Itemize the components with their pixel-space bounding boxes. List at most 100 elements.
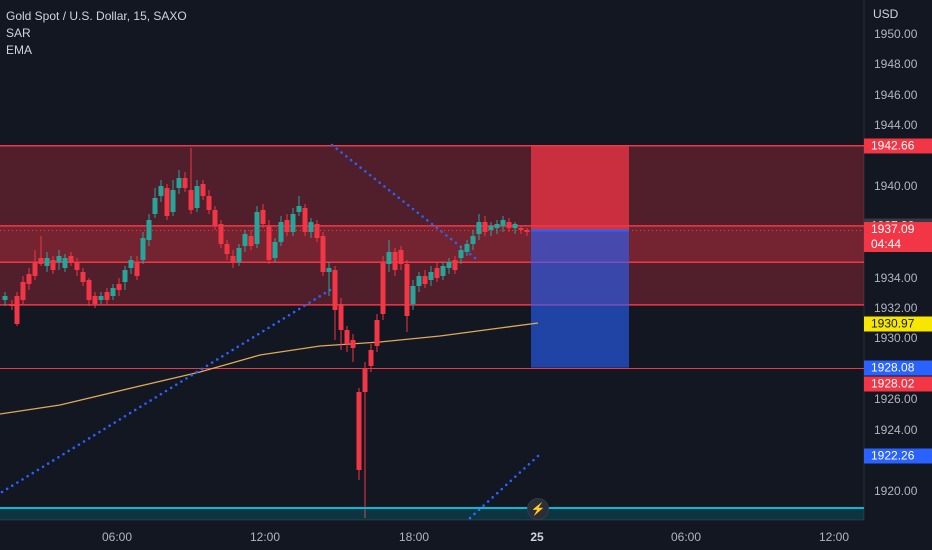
sar-dot [46,462,50,465]
sar-dot [144,402,147,405]
sar-dot [92,433,96,437]
price-axis-label: 1950.00 [874,27,918,41]
candle-body [506,222,512,228]
sar-dot [108,424,111,428]
sar-dot [159,392,163,396]
candle-body [290,214,296,232]
price-tag: 1928.08 [864,360,932,376]
price-axis-label: 1920.00 [874,483,918,498]
candle-body [332,270,338,310]
currency-label[interactable]: USD [873,7,899,21]
sar-dot [416,211,420,215]
sar-dot [473,512,476,516]
candle-body [518,228,524,230]
sar-dot [504,483,508,487]
candle-body [56,256,62,262]
sar-dot [62,452,65,456]
price-tag-value: 1942.66 [871,138,915,153]
sar-dot [406,203,410,207]
sar-dot [36,468,40,472]
sar-dot [345,155,348,158]
sar-dot [323,291,327,295]
candle-body [248,236,254,246]
sar-dot [527,462,531,466]
candle-body [158,186,164,196]
sar-dot [397,196,401,200]
candle-body [122,270,128,282]
sar-dot [0,490,4,494]
price-axis-label: 1934.00 [874,270,918,285]
sar-dot [67,449,70,453]
price-axis-label: 1940.00 [874,179,918,194]
candle-body [86,280,92,300]
chart-legend: Gold Spot / U.S. Dollar, 15, SAXO SAR EM… [6,8,187,59]
candle-body [14,296,20,324]
sar-dot [486,500,490,503]
sar-dot [190,373,193,377]
candle-body [494,224,500,228]
sar-dot [523,467,526,470]
sar-dot [378,181,381,184]
time-axis-label: 18:00 [398,530,430,544]
price-tag-value: 1928.02 [871,376,915,391]
candle-body [20,282,26,300]
price-axis-label: 1946.00 [874,87,918,102]
sar-dot [313,298,316,301]
candle-body [434,268,440,278]
sar-dot [430,222,434,226]
sar-dot [31,471,35,475]
candle-body [224,244,230,254]
sar-dot [468,516,472,520]
sar-dot [226,351,229,355]
indicator-sar-label[interactable]: SAR [6,26,31,40]
candle-body [206,196,212,210]
candle-body [260,210,266,224]
sar-dot [308,301,311,304]
sar-dot [473,256,477,260]
candle-body [152,198,158,214]
candle-body [188,190,194,210]
candle-body [446,262,452,268]
sar-dot [139,405,142,409]
sar-dot [532,458,535,462]
sar-dot [282,317,286,320]
candle-body [458,250,464,258]
sar-dot [21,478,24,481]
sar-dot [349,158,353,162]
sar-dot [200,367,204,371]
candle-body [386,252,392,264]
sar-dot [77,443,81,446]
indicator-ema-label[interactable]: EMA [6,43,33,57]
sar-dot [164,389,168,393]
candle-body [440,266,446,276]
sar-dot [82,440,86,443]
candle-body [326,268,332,272]
candle-body [50,260,56,270]
sar-dot [449,237,453,241]
sar-dot [335,147,339,151]
volume-area [0,508,864,520]
sar-dot [373,177,377,181]
countdown-timer: 04:44 [871,237,902,252]
candle-body [380,262,386,314]
price-tag: 1930.97 [864,316,932,332]
sar-dot [392,192,396,196]
price-axis-label: 1948.00 [874,57,918,72]
candle-body [488,226,494,230]
candle-body [2,296,8,300]
candle-body [116,284,122,290]
sar-dot [5,487,9,491]
sar-dot [292,310,296,314]
sar-dot [123,414,127,418]
price-axis-label: 1944.00 [874,118,918,133]
sar-dot [387,188,391,192]
lightning-icon[interactable]: ⚡ [527,498,549,520]
candle-body [140,238,146,260]
sar-dot [113,421,117,424]
candle-body [314,224,320,238]
symbol-title[interactable]: Gold Spot / U.S. Dollar, 15, SAXO [6,9,187,23]
sar-dot [368,173,372,177]
sar-dot [57,455,60,459]
price-tag: 1942.66 [864,138,932,154]
